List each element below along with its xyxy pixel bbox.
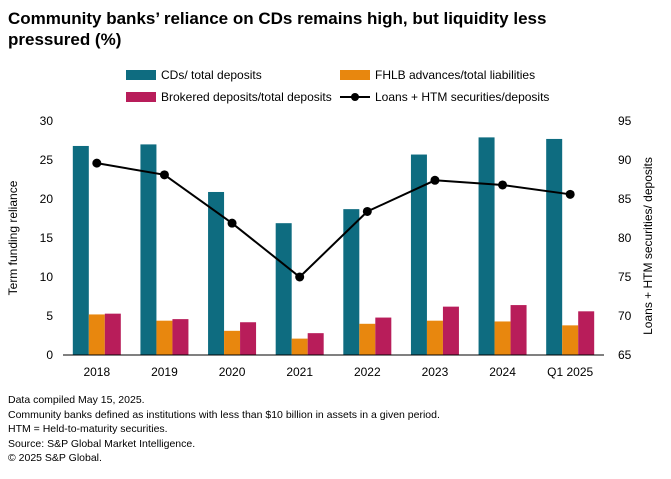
y-tick-label-right: 80: [618, 231, 632, 245]
chart-title: Community banks’ reliance on CDs remains…: [8, 9, 547, 49]
y-tick-label-left: 10: [40, 270, 54, 284]
x-tick-label: 2022: [354, 365, 381, 379]
line-point-2019: [159, 170, 169, 180]
bar-fhlb-advances-total-liabilities-2023: [426, 320, 443, 355]
bar-cds-total-deposits-2018: [72, 145, 89, 355]
bar-brokered-deposits-total-deposits-2020: [240, 322, 257, 355]
line-point-2023: [430, 175, 440, 185]
legend-label-fhlb: FHLB advances/total liabilities: [375, 68, 536, 82]
bar-fhlb-advances-total-liabilities-2024: [494, 321, 511, 355]
y-tick-label-left: 0: [46, 348, 53, 362]
y-axis-title-right: Loans + HTM securities/ deposits: [641, 157, 655, 335]
line-point-2018: [92, 158, 102, 168]
legend-item-loans-htm: Loans + HTM securities/deposits: [340, 90, 549, 104]
legend-swatch-loans-htm: [340, 92, 370, 102]
y-tick-label-right: 90: [618, 153, 632, 167]
bar-brokered-deposits-total-deposits-2018: [104, 313, 121, 355]
footnote-line: Community banks defined as institutions …: [8, 408, 440, 421]
y-axis-title-left: Term funding reliance: [6, 180, 20, 295]
y-tick-label-right: 85: [618, 192, 632, 206]
bar-brokered-deposits-total-deposits-2022: [375, 317, 392, 355]
line-point-2024: [498, 180, 508, 190]
bar-brokered-deposits-total-deposits-q1-2025: [578, 311, 595, 355]
bar-brokered-deposits-total-deposits-2023: [442, 306, 459, 355]
footnote-line: Source: S&P Global Market Intelligence.: [8, 437, 196, 450]
footnote-line: © 2025 S&P Global.: [8, 452, 102, 464]
footnote-line: Data compiled May 15, 2025.: [8, 394, 145, 406]
legend-item-fhlb: FHLB advances/total liabilities: [340, 68, 535, 82]
legend-item-cds: CDs/ total deposits: [126, 68, 262, 82]
legend-swatch-brokered: [126, 92, 156, 102]
x-tick-label: 2020: [219, 365, 246, 379]
y-tick-label-left: 25: [40, 153, 54, 167]
legend-label-cds: CDs/ total deposits: [161, 68, 262, 82]
chart-plot: 0 5 10 15 20 25 30 65 70 75 80 85 90 95 2018 2019 2020 20…: [6, 114, 655, 379]
line-point-2020: [227, 218, 237, 228]
x-tick-label: 2023: [422, 365, 449, 379]
bar-cds-total-deposits-2024: [478, 137, 495, 355]
bar-cds-total-deposits-2023: [410, 154, 427, 355]
bar-brokered-deposits-total-deposits-2024: [510, 305, 527, 355]
legend-swatch-cds: [126, 70, 156, 80]
x-tick-label: 2019: [151, 365, 178, 379]
line-point-q1-2025: [565, 189, 575, 199]
bar-fhlb-advances-total-liabilities-2018: [88, 314, 105, 355]
footnotes: Data compiled May 15, 2025. Community ba…: [8, 393, 440, 466]
legend-swatch-fhlb: [340, 70, 370, 80]
bar-cds-total-deposits-2019: [140, 144, 157, 355]
legend-label-brokered: Brokered deposits/total deposits: [161, 90, 332, 104]
y-tick-label-left: 5: [46, 309, 53, 323]
line-loans-htm-securities: [96, 162, 571, 279]
y-tick-label-right: 95: [618, 114, 632, 128]
bar-cds-total-deposits-2022: [343, 209, 360, 355]
x-tick-label: 2024: [489, 365, 516, 379]
y-tick-label-right: 70: [618, 309, 632, 323]
legend-item-brokered: Brokered deposits/total deposits: [126, 90, 332, 104]
y-tick-label-right: 75: [618, 270, 632, 284]
y-tick-label-left: 15: [40, 231, 54, 245]
bar-fhlb-advances-total-liabilities-2022: [359, 323, 376, 355]
footnote-line: HTM = Held-to-maturity securities.: [8, 423, 168, 435]
y-tick-label-left: 20: [40, 192, 54, 206]
bar-fhlb-advances-total-liabilities-2020: [224, 330, 241, 355]
bar-fhlb-advances-total-liabilities-2019: [156, 320, 173, 355]
line-point-2022: [362, 206, 372, 216]
x-tick-label: Q1 2025: [547, 365, 593, 379]
bar-brokered-deposits-total-deposits-2019: [172, 319, 189, 355]
bar-cds-total-deposits-2021: [275, 223, 292, 355]
bar-cds-total-deposits-2020: [208, 191, 225, 355]
y-tick-label-left: 30: [40, 114, 54, 128]
legend-label-loans-htm: Loans + HTM securities/deposits: [375, 90, 550, 104]
x-tick-label: 2018: [83, 365, 110, 379]
line-point-2021: [295, 272, 305, 282]
bar-fhlb-advances-total-liabilities-q1-2025: [562, 325, 579, 355]
y-tick-label-right: 65: [618, 348, 632, 362]
bar-cds-total-deposits-q1-2025: [546, 138, 563, 355]
bar-brokered-deposits-total-deposits-2021: [307, 333, 324, 355]
bar-fhlb-advances-total-liabilities-2021: [291, 338, 308, 355]
x-tick-label: 2021: [286, 365, 313, 379]
